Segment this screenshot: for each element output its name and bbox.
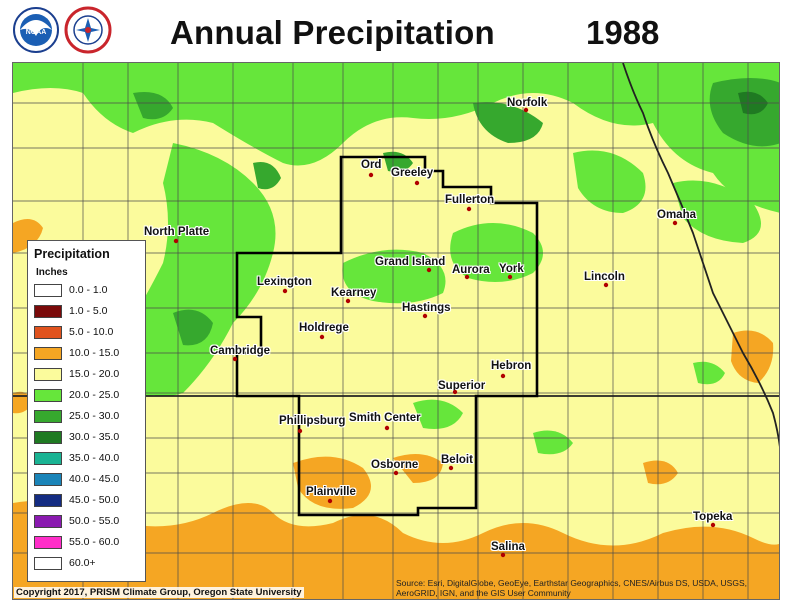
city-holdrege[interactable]: Holdrege bbox=[299, 322, 349, 334]
precip-zone-25-30-2 bbox=[473, 102, 543, 143]
legend-item: 10.0 - 15.0 bbox=[34, 346, 144, 362]
legend-label: 1.0 - 5.0 bbox=[69, 305, 108, 317]
city-hebron[interactable]: Hebron bbox=[491, 360, 532, 372]
legend-swatch bbox=[34, 347, 62, 360]
city-north-platte[interactable]: North Platte bbox=[144, 226, 210, 238]
city-cambridge[interactable]: Cambridge bbox=[210, 345, 271, 357]
national-weather-service-logo bbox=[64, 6, 112, 54]
legend-item: 40.0 - 45.0 bbox=[34, 472, 144, 488]
city-ord[interactable]: Ord bbox=[361, 159, 382, 171]
legend-swatch bbox=[34, 389, 62, 402]
legend-label: 0.0 - 1.0 bbox=[69, 284, 108, 296]
city-lexington[interactable]: Lexington bbox=[257, 276, 312, 288]
river-boundary bbox=[622, 63, 779, 447]
legend-swatch bbox=[34, 452, 62, 465]
copyright-text: Copyright 2017, PRISM Climate Group, Ore… bbox=[14, 587, 304, 598]
city-greeley[interactable]: Greeley bbox=[391, 167, 434, 179]
city-beloit[interactable]: Beloit bbox=[441, 454, 473, 466]
precip-zone-25-30-5 bbox=[173, 309, 213, 346]
city-smith-center[interactable]: Smith Center bbox=[349, 412, 421, 424]
city-phillipsburg[interactable]: Phillipsburg bbox=[279, 415, 346, 427]
city-lincoln[interactable]: Lincoln bbox=[584, 271, 625, 283]
precip-zone-20-25-central bbox=[342, 249, 446, 304]
city-aurora[interactable]: Aurora bbox=[452, 264, 490, 276]
precip-zone-20-25-ne bbox=[573, 150, 646, 213]
precip-zone-20-25-east bbox=[450, 223, 543, 282]
legend-swatch bbox=[34, 536, 62, 549]
legend-item: 15.0 - 20.0 bbox=[34, 367, 144, 383]
city-grand-island[interactable]: Grand Island bbox=[375, 256, 446, 268]
city-york[interactable]: York bbox=[499, 263, 524, 275]
legend-item: 30.0 - 35.0 bbox=[34, 430, 144, 446]
legend-units: Inches bbox=[36, 267, 68, 278]
precipitation-legend: Precipitation Inches 0.0 - 1.0 1.0 - 5.0 5… bbox=[27, 240, 146, 582]
svg-text:NOAA: NOAA bbox=[26, 29, 47, 36]
legend-title: Precipitation bbox=[34, 247, 110, 261]
precip-zone-10-15-s1 bbox=[293, 456, 371, 509]
legend-label: 5.0 - 10.0 bbox=[69, 326, 114, 338]
legend-label: 15.0 - 20.0 bbox=[69, 368, 120, 380]
legend-item: 1.0 - 5.0 bbox=[34, 304, 144, 320]
map-title: Annual Precipitation bbox=[170, 14, 495, 51]
precip-zone-20-25-north bbox=[13, 63, 779, 213]
legend-item: 20.0 - 25.0 bbox=[34, 388, 144, 404]
precip-zone-20-25-s3 bbox=[693, 361, 725, 385]
city-omaha[interactable]: Omaha bbox=[657, 209, 696, 221]
legend-swatch bbox=[34, 368, 62, 381]
legend-label: 45.0 - 50.0 bbox=[69, 494, 120, 506]
city-kearney[interactable]: Kearney bbox=[331, 287, 377, 299]
city-fullerton[interactable]: Fullerton bbox=[445, 194, 495, 206]
source-attribution: Source: Esri, DigitalGlobe, GeoEye, Eart… bbox=[396, 578, 747, 598]
map-header: NOAA Annual Precipitation 1988 bbox=[0, 0, 792, 62]
precip-zone-25-30-4 bbox=[133, 92, 173, 120]
legend-swatch bbox=[34, 431, 62, 444]
legend-swatch bbox=[34, 494, 62, 507]
legend-swatch bbox=[34, 515, 62, 528]
city-superior[interactable]: Superior bbox=[438, 380, 486, 392]
precip-zone-10-15-e bbox=[731, 330, 774, 383]
city-norfolk[interactable]: Norfolk bbox=[507, 97, 548, 109]
city-salina[interactable]: Salina bbox=[491, 541, 525, 553]
legend-label: 25.0 - 30.0 bbox=[69, 410, 120, 422]
legend-label: 60.0+ bbox=[69, 557, 96, 569]
legend-item: 35.0 - 40.0 bbox=[34, 451, 144, 467]
precip-zone-10-15-s4 bbox=[643, 460, 678, 485]
legend-label: 30.0 - 35.0 bbox=[69, 431, 120, 443]
legend-swatch bbox=[34, 284, 62, 297]
legend-label: 55.0 - 60.0 bbox=[69, 536, 120, 548]
precip-zone-10-15-south bbox=[13, 500, 779, 599]
map-year: 1988 bbox=[586, 14, 660, 51]
legend-swatch bbox=[34, 326, 62, 339]
legend-label: 10.0 - 15.0 bbox=[69, 347, 120, 359]
legend-label: 20.0 - 25.0 bbox=[69, 389, 120, 401]
precip-zone-20-25-s2 bbox=[533, 430, 573, 455]
legend-item: 50.0 - 55.0 bbox=[34, 514, 144, 530]
precip-zone-10-15-s2 bbox=[393, 454, 443, 483]
city-hastings[interactable]: Hastings bbox=[402, 302, 451, 314]
legend-swatch bbox=[34, 557, 62, 570]
precip-zone-20-25-e2 bbox=[673, 180, 761, 243]
legend-swatch bbox=[34, 410, 62, 423]
legend-item: 45.0 - 50.0 bbox=[34, 493, 144, 509]
legend-item: 25.0 - 30.0 bbox=[34, 409, 144, 425]
legend-item: 5.0 - 10.0 bbox=[34, 325, 144, 341]
legend-item: 60.0+ bbox=[34, 556, 144, 572]
city-topeka[interactable]: Topeka bbox=[693, 511, 733, 523]
legend-swatch bbox=[34, 305, 62, 318]
noaa-logo: NOAA bbox=[13, 7, 59, 53]
legend-item: 55.0 - 60.0 bbox=[34, 535, 144, 551]
city-osborne[interactable]: Osborne bbox=[371, 459, 419, 471]
legend-item: 0.0 - 1.0 bbox=[34, 283, 144, 299]
city-plainville[interactable]: Plainville bbox=[306, 486, 356, 498]
legend-swatch bbox=[34, 473, 62, 486]
legend-label: 50.0 - 55.0 bbox=[69, 515, 120, 527]
legend-label: 35.0 - 40.0 bbox=[69, 452, 120, 464]
precip-zone-10-15-w bbox=[13, 219, 43, 253]
legend-label: 40.0 - 45.0 bbox=[69, 473, 120, 485]
forecast-area-outline bbox=[235, 155, 539, 517]
precip-zone-25-30-3 bbox=[253, 162, 281, 190]
